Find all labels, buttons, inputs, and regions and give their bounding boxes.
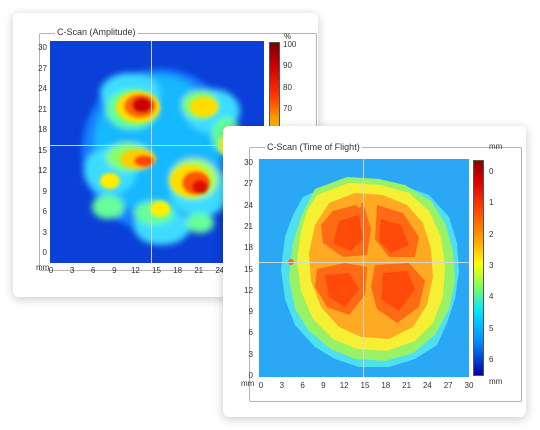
tof-colorbar-unit-bottom: mm (489, 377, 503, 386)
tof-x-tick: 15 (360, 381, 370, 390)
tof-colorbar-tick: 3 (489, 261, 494, 270)
amplitude-y-tick: 0 (42, 248, 47, 257)
amplitude-y-tick: 30 (38, 43, 47, 52)
amplitude-y-tick: 9 (42, 186, 47, 196)
amplitude-y-tick: 21 (38, 104, 47, 114)
tof-crosshair-vertical[interactable] (363, 159, 364, 377)
tof-axis-unit-corner: mm (241, 379, 255, 388)
tof-colorbar-unit-top: mm (489, 142, 503, 151)
amplitude-y-tick: 6 (42, 207, 47, 216)
amplitude-colorbar-unit: % (284, 32, 292, 41)
tof-colorbar-tick: 0 (489, 167, 494, 176)
tof-y-tick: 6 (248, 328, 253, 338)
tof-y-tick: 9 (248, 307, 253, 317)
tof-y-tick: 0 (248, 371, 253, 380)
amplitude-y-tick: 18 (38, 125, 47, 134)
tof-colorbar-tick: 1 (489, 198, 494, 208)
amplitude-crosshair-vertical[interactable] (151, 41, 152, 263)
tof-x-tick: 6 (300, 381, 305, 390)
amplitude-y-tick: 12 (38, 166, 47, 175)
tof-frame (249, 147, 522, 402)
amplitude-x-tick: 12 (130, 266, 140, 275)
amplitude-x-tick: 18 (173, 266, 183, 275)
amplitude-x-tick: 3 (69, 266, 75, 275)
amplitude-x-tick: 24 (215, 266, 225, 275)
tof-cscan-panel: C-Scan (Time of Flight) (223, 126, 526, 417)
amplitude-y-tick: 15 (38, 145, 47, 155)
amplitude-y-tick: 24 (38, 84, 47, 93)
tof-x-tick: 3 (279, 381, 285, 390)
amplitude-colorbar-tick: 80 (283, 82, 292, 92)
tof-colorbar (473, 160, 484, 376)
tof-y-tick: 30 (244, 158, 253, 167)
tof-heatmap[interactable] (259, 159, 469, 377)
amplitude-axis-unit: mm (36, 263, 50, 272)
tof-x-tick: 18 (381, 381, 391, 390)
amplitude-colorbar-tick: 70 (283, 104, 292, 113)
tof-y-tick: 24 (244, 200, 253, 210)
tof-x-tick: 21 (402, 381, 412, 390)
amplitude-crosshair-horizontal[interactable] (50, 145, 264, 146)
amplitude-colorbar-tick: 100 (283, 40, 297, 49)
tof-y-tick: 3 (248, 349, 253, 359)
tof-y-tick: 12 (244, 285, 253, 295)
tof-colorbar-tick: 6 (489, 355, 494, 364)
amplitude-heatmap[interactable] (50, 41, 264, 263)
tof-colorbar-tick: 2 (489, 229, 494, 239)
amplitude-y-tick: 27 (38, 63, 47, 73)
amplitude-x-tick: 9 (112, 266, 117, 275)
tof-y-tick: 15 (244, 264, 253, 274)
tof-x-tick: 12 (339, 381, 349, 390)
amplitude-colorbar (269, 42, 280, 138)
amplitude-x-tick: 21 (194, 266, 204, 275)
tof-x-tick: 30 (464, 381, 474, 390)
tof-x-tick: 27 (443, 381, 453, 390)
amplitude-x-tick: 0 (48, 266, 54, 275)
tof-y-tick: 27 (244, 179, 253, 189)
amplitude-x-tick: 15 (152, 266, 161, 275)
tof-colorbar-tick: 4 (489, 292, 494, 302)
tof-y-tick: 18 (244, 243, 253, 253)
amplitude-colorbar-tick: 90 (283, 61, 292, 71)
tof-x-tick: 24 (422, 381, 432, 390)
amplitude-cscan-panel: C-Scan (Amplitude) (13, 13, 318, 297)
tof-x-tick: 0 (258, 381, 264, 390)
tof-colorbar-tick: 5 (489, 323, 494, 333)
tof-title: C-Scan (Time of Flight) (265, 142, 362, 152)
tof-x-tick: 9 (321, 381, 326, 390)
amplitude-y-tick: 3 (42, 227, 47, 237)
tof-crosshair-horizontal[interactable] (259, 262, 469, 263)
amplitude-x-tick: 6 (90, 266, 96, 275)
tof-y-tick: 21 (244, 221, 253, 231)
amplitude-title: C-Scan (Amplitude) (55, 27, 138, 37)
